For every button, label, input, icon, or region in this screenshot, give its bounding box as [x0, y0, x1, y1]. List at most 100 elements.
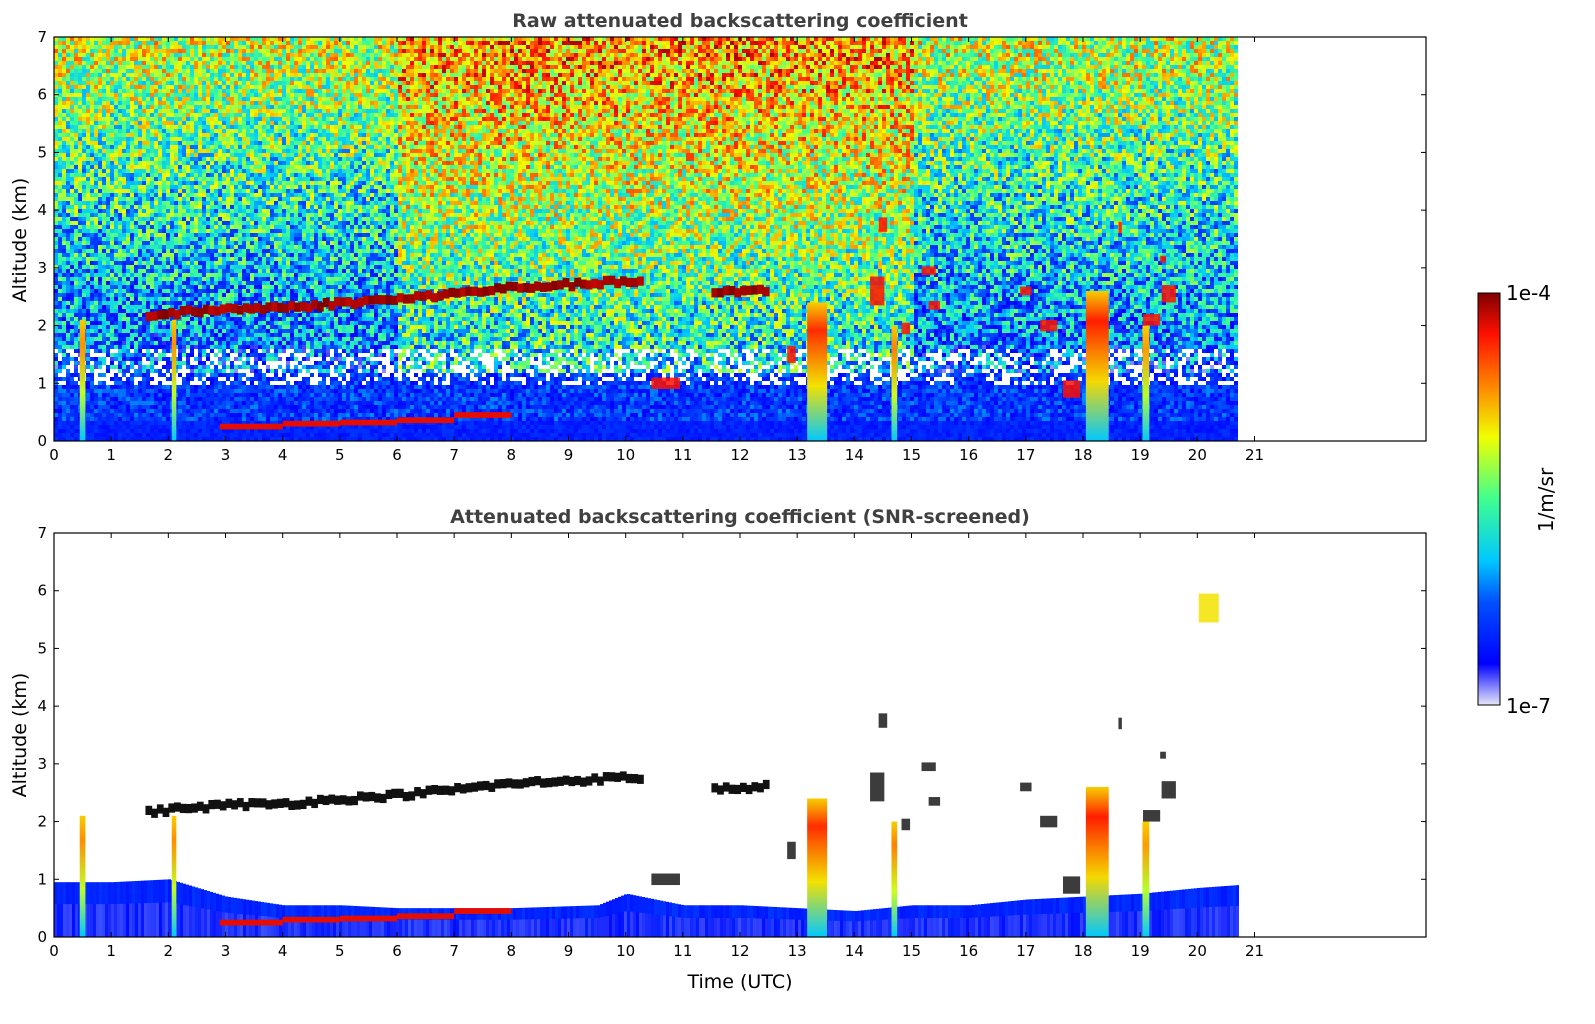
surface-layer-segment [220, 424, 283, 430]
aerosol-layer-segment [374, 295, 381, 304]
x-tick-label: 7 [449, 446, 459, 464]
surface-layer-segment [283, 917, 340, 923]
x-tick-label: 17 [1016, 942, 1035, 960]
aerosol-layer-segment [597, 777, 604, 786]
aerosol-layer-segment [603, 276, 610, 285]
aerosol-layer-segment [271, 302, 278, 311]
aerosol-layer-segment [145, 806, 152, 815]
y-tick-label: 6 [37, 582, 47, 600]
aerosol-layer-segment [288, 801, 295, 810]
precip-column [80, 320, 86, 441]
aerosol-layer-segment [591, 279, 598, 288]
cloud-patch [929, 797, 940, 806]
x-tick-label: 14 [845, 446, 864, 464]
aerosol-layer-segment [248, 798, 255, 807]
surface-layer-segment [397, 913, 454, 919]
aerosol-layer-segment [563, 278, 570, 287]
colorbar-gradient [1478, 293, 1500, 705]
aerosol-layer-segment [540, 283, 547, 292]
aerosol-layer-segment [494, 283, 501, 292]
panel-raw-plot-area [54, 37, 1426, 441]
cloud-patch [1063, 876, 1080, 893]
cloud-patch [1162, 781, 1176, 798]
aerosol-layer-segment [528, 777, 535, 786]
x-tick-label: 13 [788, 446, 807, 464]
aerosol-layer-segment [528, 284, 535, 293]
x-tick-label: 18 [1073, 446, 1092, 464]
aerosol-layer-segment [511, 779, 518, 788]
aerosol-layer-segment [729, 286, 736, 295]
aerosol-layer-segment [454, 288, 461, 297]
aerosol-layer-segment [546, 282, 553, 291]
cloud-patch [1020, 783, 1031, 792]
precip-column [1142, 326, 1149, 441]
cloud-patch [651, 874, 680, 886]
precip-column [807, 798, 827, 937]
aerosol-layer-segment [751, 782, 758, 791]
surface-layer-segment [340, 420, 397, 426]
aerosol-layer-segment [460, 287, 467, 296]
aerosol-layer-segment [734, 288, 741, 297]
cloud-patch [1020, 287, 1031, 296]
aerosol-layer-segment [443, 786, 450, 795]
aerosol-layer-segment [226, 799, 233, 808]
aerosol-layer-segment [586, 776, 593, 785]
aerosol-layer-segment [397, 789, 404, 798]
aerosol-layer-segment [414, 291, 421, 300]
aerosol-layer-segment [757, 285, 764, 294]
aerosol-layer-segment [300, 800, 307, 809]
aerosol-layer-segment [494, 779, 501, 788]
aerosol-layer-segment [517, 283, 524, 292]
aerosol-layer-segment [637, 276, 644, 285]
x-tick-label: 15 [902, 446, 921, 464]
aerosol-layer-segment [254, 303, 261, 312]
aerosol-layer-segment [157, 804, 164, 813]
aerosol-layer-segment [403, 294, 410, 303]
aerosol-layer-segment [454, 783, 461, 792]
x-tick-label: 21 [1245, 942, 1264, 960]
aerosol-layer-segment [363, 296, 370, 305]
aerosol-layer-segment [477, 781, 484, 790]
aerosol-layer-segment [351, 300, 358, 309]
aerosol-layer-segment [626, 278, 633, 287]
cloud-patch [1143, 314, 1160, 326]
x-tick-label: 0 [49, 942, 59, 960]
surface-layer-segment [220, 920, 283, 926]
aerosol-layer-segment [334, 297, 341, 306]
aerosol-layer-segment [380, 794, 387, 803]
aerosol-layer-segment [363, 792, 370, 801]
aerosol-layer-segment [306, 303, 313, 312]
aerosol-layer-segment [403, 792, 410, 801]
heatmap-layer [54, 594, 1239, 937]
aerosol-layer-segment [386, 295, 393, 304]
aerosol-layer-segment [471, 287, 478, 296]
cloud-patch [922, 266, 936, 275]
precip-column [891, 326, 897, 441]
aerosol-layer-segment [420, 292, 427, 301]
x-tick-label: 20 [1188, 446, 1207, 464]
aerosol-layer-segment [317, 795, 324, 804]
aerosol-layer-segment [185, 305, 192, 314]
aerosol-layer-segment [569, 777, 576, 786]
aerosol-layer-segment [523, 778, 530, 787]
aerosol-layer-segment [557, 777, 564, 786]
aerosol-layer-segment [488, 783, 495, 792]
aerosol-layer-segment [757, 783, 764, 792]
aerosol-layer-segment [391, 789, 398, 798]
aerosol-layer-segment [483, 287, 490, 296]
aerosol-layer-segment [580, 280, 587, 289]
aerosol-layer-segment [174, 802, 181, 811]
x-tick-label: 6 [392, 446, 402, 464]
aerosol-layer-segment [397, 293, 404, 302]
aerosol-layer-segment [431, 785, 438, 794]
aerosol-layer-segment [340, 795, 347, 804]
aerosol-layer-segment [511, 282, 518, 291]
x-tick-label: 1 [106, 942, 116, 960]
aerosol-layer-segment [185, 804, 192, 813]
aerosol-layer-segment [574, 776, 581, 785]
x-tick-label: 21 [1245, 446, 1264, 464]
aerosol-layer-segment [145, 312, 152, 321]
aerosol-layer-segment [368, 295, 375, 304]
y-tick-label: 5 [37, 143, 47, 161]
